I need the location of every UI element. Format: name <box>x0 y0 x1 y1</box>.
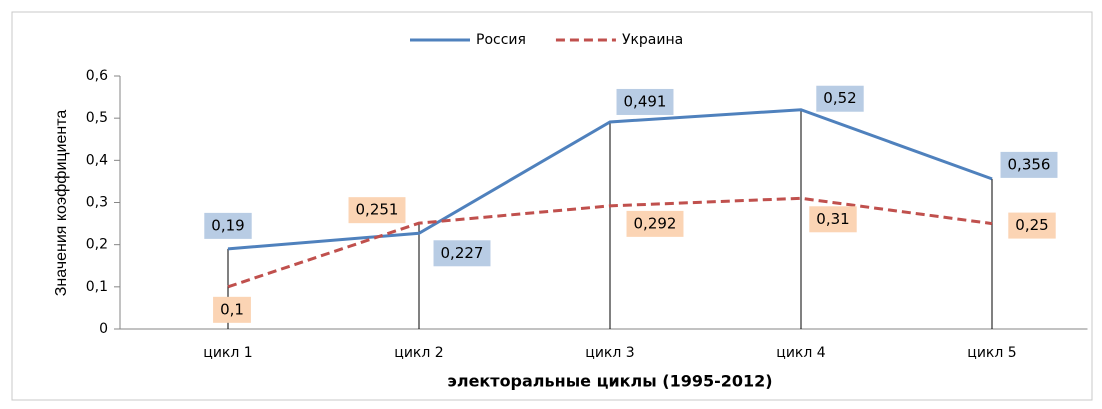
data-label: 0,251 <box>356 201 399 219</box>
data-label: 0,356 <box>1008 155 1051 173</box>
y-tick-label: 0 <box>99 321 108 337</box>
data-label-box <box>204 212 252 239</box>
data-label: 0,25 <box>1015 216 1048 234</box>
data-label-box <box>433 240 491 267</box>
series-line <box>227 108 993 251</box>
x-axis-title: электоральные циклы (1995-2012) <box>447 372 772 391</box>
x-tick-label: цикл 2 <box>394 345 443 361</box>
y-axis-title: Значения коэффициента <box>53 110 70 297</box>
chart-frame <box>11 11 1093 401</box>
legend-label: Украина <box>622 32 683 48</box>
data-label-box <box>626 210 684 237</box>
data-label: 0,491 <box>624 92 667 110</box>
x-tick-label: цикл 1 <box>203 345 252 361</box>
data-label-box <box>348 197 406 224</box>
x-tick-label: цикл 3 <box>585 345 634 361</box>
legend-label: Россия <box>476 32 526 48</box>
data-label-box <box>1000 151 1058 178</box>
data-label: 0,227 <box>441 244 484 262</box>
data-label-box <box>809 206 857 233</box>
series-line <box>227 196 993 289</box>
y-tick-label: 0,2 <box>86 237 108 253</box>
y-tick-label: 0,1 <box>86 279 108 295</box>
data-label: 0,1 <box>220 300 244 318</box>
y-tick-label: 0,4 <box>86 152 108 168</box>
y-tick-label: 0,6 <box>86 68 108 84</box>
data-label-box <box>213 296 251 323</box>
x-tick-label: цикл 5 <box>967 345 1016 361</box>
data-label: 0,19 <box>211 216 244 234</box>
y-tick-label: 0,5 <box>86 110 108 126</box>
data-label: 0,31 <box>816 210 849 228</box>
y-tick-label: 0,3 <box>86 195 108 211</box>
x-tick-label: цикл 4 <box>776 345 825 361</box>
data-label-box <box>1008 212 1056 239</box>
data-label: 0,292 <box>634 214 677 232</box>
data-label: 0,52 <box>823 89 856 107</box>
data-label-box <box>616 88 674 115</box>
data-label-box <box>816 85 864 112</box>
